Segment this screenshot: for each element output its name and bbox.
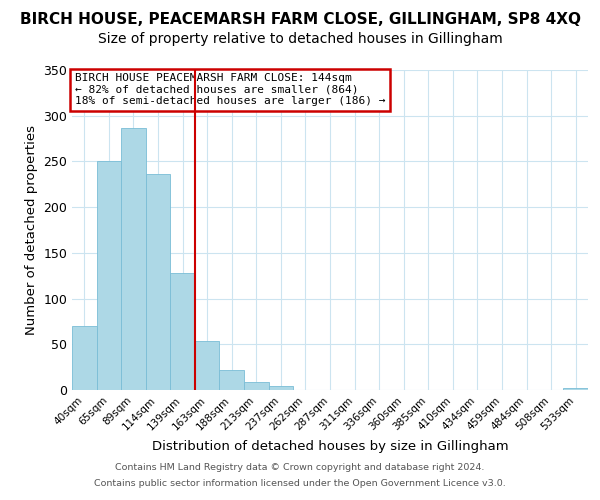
Text: Contains HM Land Registry data © Crown copyright and database right 2024.: Contains HM Land Registry data © Crown c… [115,464,485,472]
Bar [244,382,269,390]
Bar [170,273,195,390]
Text: BIRCH HOUSE, PEACEMARSH FARM CLOSE, GILLINGHAM, SP8 4XQ: BIRCH HOUSE, PEACEMARSH FARM CLOSE, GILL… [19,12,581,28]
Text: Size of property relative to detached houses in Gillingham: Size of property relative to detached ho… [98,32,502,46]
Bar [121,128,146,390]
X-axis label: Distribution of detached houses by size in Gillingham: Distribution of detached houses by size … [152,440,508,453]
Bar [97,162,121,390]
Bar [72,326,97,390]
Text: Contains public sector information licensed under the Open Government Licence v3: Contains public sector information licen… [94,478,506,488]
Bar [269,386,293,390]
Bar [195,340,220,390]
Bar [220,370,244,390]
Text: BIRCH HOUSE PEACEMARSH FARM CLOSE: 144sqm
← 82% of detached houses are smaller (: BIRCH HOUSE PEACEMARSH FARM CLOSE: 144sq… [74,73,385,106]
Bar [563,388,588,390]
Bar [146,174,170,390]
Y-axis label: Number of detached properties: Number of detached properties [25,125,38,335]
